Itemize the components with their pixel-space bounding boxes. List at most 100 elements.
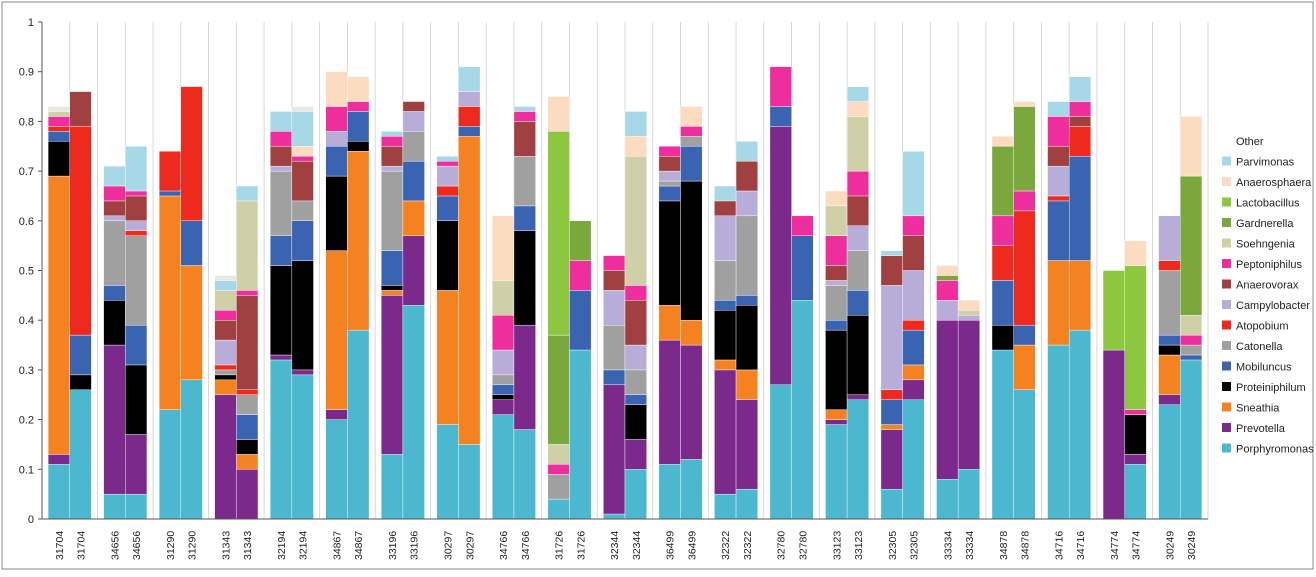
bar-segment: [1013, 389, 1036, 520]
legend-label: Campylobacter: [1236, 300, 1310, 312]
bar-segment: [214, 379, 237, 395]
bar-segment: [825, 265, 848, 281]
bar-segment: [547, 334, 570, 445]
bar-segment: [902, 379, 925, 400]
bar-segment: [291, 155, 314, 162]
bar-segment: [1013, 101, 1036, 107]
bar-segment: [125, 195, 148, 221]
bar-segment: [1068, 155, 1092, 261]
bar-segment: [214, 339, 237, 366]
bar-segment: [270, 111, 293, 132]
legend-swatch: [1222, 279, 1231, 289]
bar-segment: [1180, 175, 1203, 316]
bar-segment: [658, 155, 681, 172]
bar-segment: [846, 170, 869, 197]
x-tick-label: 34878: [1019, 531, 1031, 560]
bar-segment: [880, 389, 903, 400]
bar-segment: [624, 404, 647, 440]
x-tick-label: 34867: [353, 531, 365, 560]
bar-segment: [180, 265, 203, 381]
bar-segment: [381, 146, 404, 167]
x-tick-label: 32344: [631, 531, 643, 560]
x-tick-label: 31726: [575, 531, 587, 560]
bar-segment: [325, 131, 348, 147]
bar-segment: [714, 185, 737, 202]
y-tick-label: 0.5: [19, 266, 34, 278]
bar-segment: [1047, 344, 1070, 520]
bar-segment: [402, 131, 425, 162]
y-tick-label: 0.8: [19, 116, 34, 128]
bar-segment: [603, 384, 626, 515]
bar-segment: [381, 285, 404, 291]
bar-segment: [381, 136, 404, 147]
bar-segment: [1158, 334, 1181, 346]
bar-segment: [158, 151, 182, 192]
bar-segment: [325, 419, 348, 520]
x-tick-label: 31704: [54, 531, 66, 560]
bar-segment: [492, 315, 515, 351]
bar-segment: [624, 394, 647, 405]
bar-segment: [347, 101, 370, 112]
bar-segment: [846, 250, 869, 291]
bar-segment: [547, 444, 570, 465]
bar-segment: [825, 280, 848, 286]
bar-segment: [214, 275, 237, 281]
bar-segment: [1013, 210, 1036, 326]
bar-segment: [624, 369, 647, 395]
bar-segment: [1068, 329, 1092, 520]
bar-segment: [381, 170, 404, 251]
bar-segment: [825, 285, 848, 321]
bar-segment: [513, 155, 536, 207]
bar-segment: [735, 305, 758, 371]
legend-label: Anaerovorax: [1236, 280, 1299, 292]
bar-segment: [1047, 165, 1070, 197]
bar-segment: [436, 185, 459, 197]
bar-segment: [1013, 324, 1036, 346]
bar-segment: [936, 320, 959, 480]
bar-segment: [791, 300, 814, 520]
bar-segment: [513, 111, 536, 122]
bar-segment: [325, 409, 348, 420]
bar-segment: [991, 349, 1014, 520]
x-tick-label: 34766: [498, 531, 510, 560]
bar-segment: [1013, 190, 1036, 212]
bar-segment: [236, 414, 259, 440]
x-tick-label: 34716: [1053, 531, 1065, 560]
bar-segment: [458, 91, 481, 107]
bar-segment: [791, 235, 814, 301]
bar-segment: [1124, 414, 1147, 455]
legend-swatch: [1222, 156, 1231, 166]
bar-segment: [125, 493, 148, 520]
bar-segment: [347, 111, 370, 142]
y-tick-label: 0.9: [19, 67, 34, 79]
bar-segment: [902, 270, 925, 321]
bar-segment: [1047, 116, 1070, 147]
bar-segment: [902, 215, 925, 236]
bar-segment: [603, 290, 626, 326]
bar-segment: [1180, 315, 1203, 336]
x-tick-label: 34656: [131, 531, 143, 560]
bar-segment: [880, 399, 903, 425]
legend-label: Anaerosphaera: [1236, 177, 1312, 189]
bar-segment: [458, 126, 481, 137]
x-tick-label: 30297: [443, 531, 455, 560]
legend-label: Catonella: [1236, 341, 1283, 353]
legend-swatch: [1222, 382, 1231, 391]
bar-segment: [492, 399, 515, 415]
legend-swatch: [1222, 238, 1231, 248]
bar-segment: [991, 215, 1014, 246]
bar-segment: [846, 225, 869, 251]
bar-segment: [214, 290, 237, 311]
bar-segment: [680, 136, 703, 147]
bar-segment: [458, 136, 481, 445]
bar-segment: [236, 389, 259, 395]
legend-swatch: [1222, 177, 1231, 186]
bar-segment: [603, 324, 626, 371]
bar-segment: [458, 106, 481, 127]
bar-segment: [1180, 359, 1203, 520]
bar-segment: [47, 106, 70, 112]
bar-segment: [325, 250, 348, 410]
bar-segment: [513, 205, 536, 231]
bar-segment: [735, 369, 758, 400]
bar-segment: [624, 136, 647, 157]
